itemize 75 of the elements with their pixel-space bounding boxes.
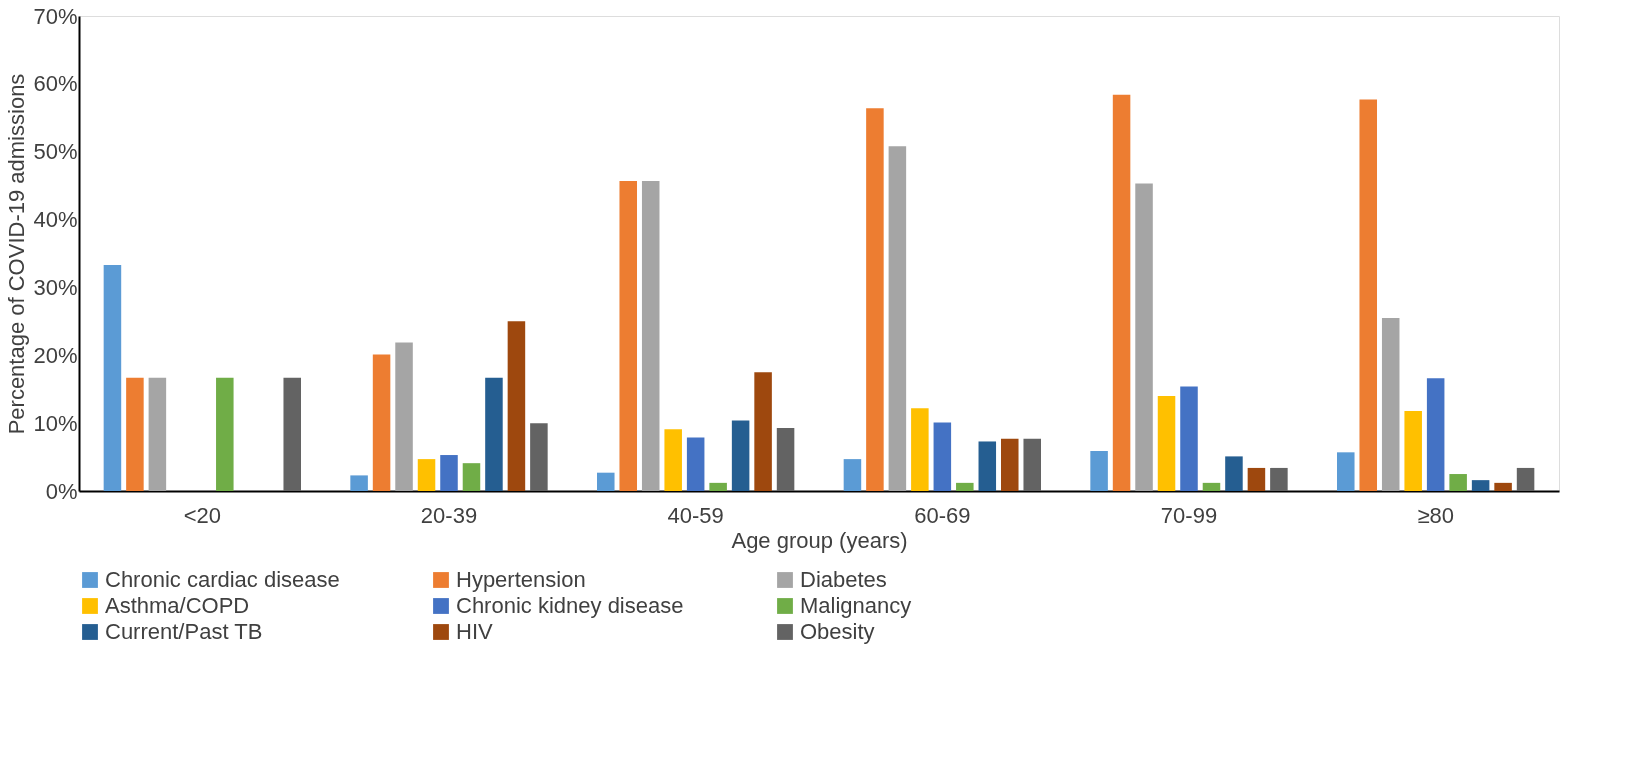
x-tick-label: ≥80 bbox=[1417, 502, 1454, 528]
bar bbox=[1135, 183, 1153, 491]
bar bbox=[911, 408, 929, 491]
bar bbox=[1449, 474, 1467, 491]
bar bbox=[978, 441, 997, 491]
bar bbox=[1426, 378, 1445, 491]
y-tick-label: 70% bbox=[33, 3, 78, 29]
legend-label: Malignancy bbox=[800, 593, 912, 618]
y-tick-label: 60% bbox=[33, 71, 78, 97]
bar bbox=[619, 180, 638, 491]
bar bbox=[350, 475, 368, 491]
legend-label: Obesity bbox=[800, 619, 875, 644]
bar bbox=[597, 472, 615, 491]
bar bbox=[1516, 467, 1535, 491]
bar bbox=[1270, 467, 1288, 491]
bar bbox=[731, 420, 750, 491]
bar bbox=[1404, 410, 1422, 491]
bar bbox=[754, 372, 772, 491]
bar bbox=[462, 463, 481, 491]
y-tick-label: 50% bbox=[33, 139, 78, 165]
y-tick-label: 10% bbox=[33, 410, 78, 436]
bar bbox=[530, 423, 548, 491]
bar bbox=[148, 377, 167, 491]
bar bbox=[843, 459, 862, 491]
legend-label: Current/Past TB bbox=[105, 619, 263, 644]
bar bbox=[1157, 396, 1176, 491]
x-tick-label: 60-69 bbox=[914, 502, 971, 528]
x-tick-label: 20-39 bbox=[420, 502, 478, 528]
legend-label: Hypertension bbox=[456, 567, 586, 592]
bar bbox=[933, 422, 952, 491]
bar bbox=[485, 377, 503, 491]
bar bbox=[395, 342, 413, 491]
y-tick-label: 30% bbox=[33, 274, 78, 300]
y-axis-title: Percentage of COVID-19 admissions bbox=[4, 73, 30, 435]
bar bbox=[888, 146, 907, 491]
bar bbox=[1023, 438, 1041, 491]
bar bbox=[664, 429, 682, 491]
legend-label: HIV bbox=[456, 619, 493, 644]
bar bbox=[283, 377, 301, 491]
y-tick-label: 40% bbox=[33, 207, 78, 233]
bar bbox=[1202, 482, 1221, 491]
bar bbox=[1225, 456, 1243, 491]
legend-label: Diabetes bbox=[800, 567, 887, 592]
bar bbox=[1000, 438, 1019, 491]
bar bbox=[372, 354, 391, 491]
x-tick-label: <20 bbox=[183, 502, 221, 528]
bar bbox=[686, 437, 705, 491]
bar bbox=[1359, 99, 1378, 491]
bar bbox=[126, 377, 144, 491]
y-tick-label: 20% bbox=[33, 342, 78, 368]
bar bbox=[956, 482, 974, 491]
x-tick-label: 40-59 bbox=[667, 502, 724, 528]
bar bbox=[216, 377, 234, 491]
bar bbox=[440, 455, 458, 491]
bar bbox=[507, 321, 526, 491]
bar bbox=[1337, 452, 1355, 491]
bar bbox=[417, 459, 436, 491]
bar bbox=[1471, 480, 1490, 491]
bar bbox=[1381, 317, 1400, 491]
bar bbox=[103, 265, 122, 491]
bar bbox=[776, 427, 795, 491]
y-tick-label: 0% bbox=[45, 478, 78, 504]
bar bbox=[1180, 386, 1198, 491]
bar bbox=[1494, 482, 1512, 491]
bar bbox=[709, 482, 727, 491]
bar bbox=[641, 180, 660, 491]
legend-label: Chronic cardiac disease bbox=[105, 567, 340, 592]
x-axis-title: Age group (years) bbox=[731, 527, 908, 553]
bar bbox=[866, 108, 884, 491]
legend-label: Asthma/COPD bbox=[105, 593, 250, 618]
bar bbox=[1090, 450, 1108, 491]
legend-label: Chronic kidney disease bbox=[456, 593, 684, 618]
bar bbox=[1112, 94, 1131, 491]
x-tick-label: 70-99 bbox=[1160, 502, 1218, 528]
bar bbox=[1247, 467, 1266, 491]
